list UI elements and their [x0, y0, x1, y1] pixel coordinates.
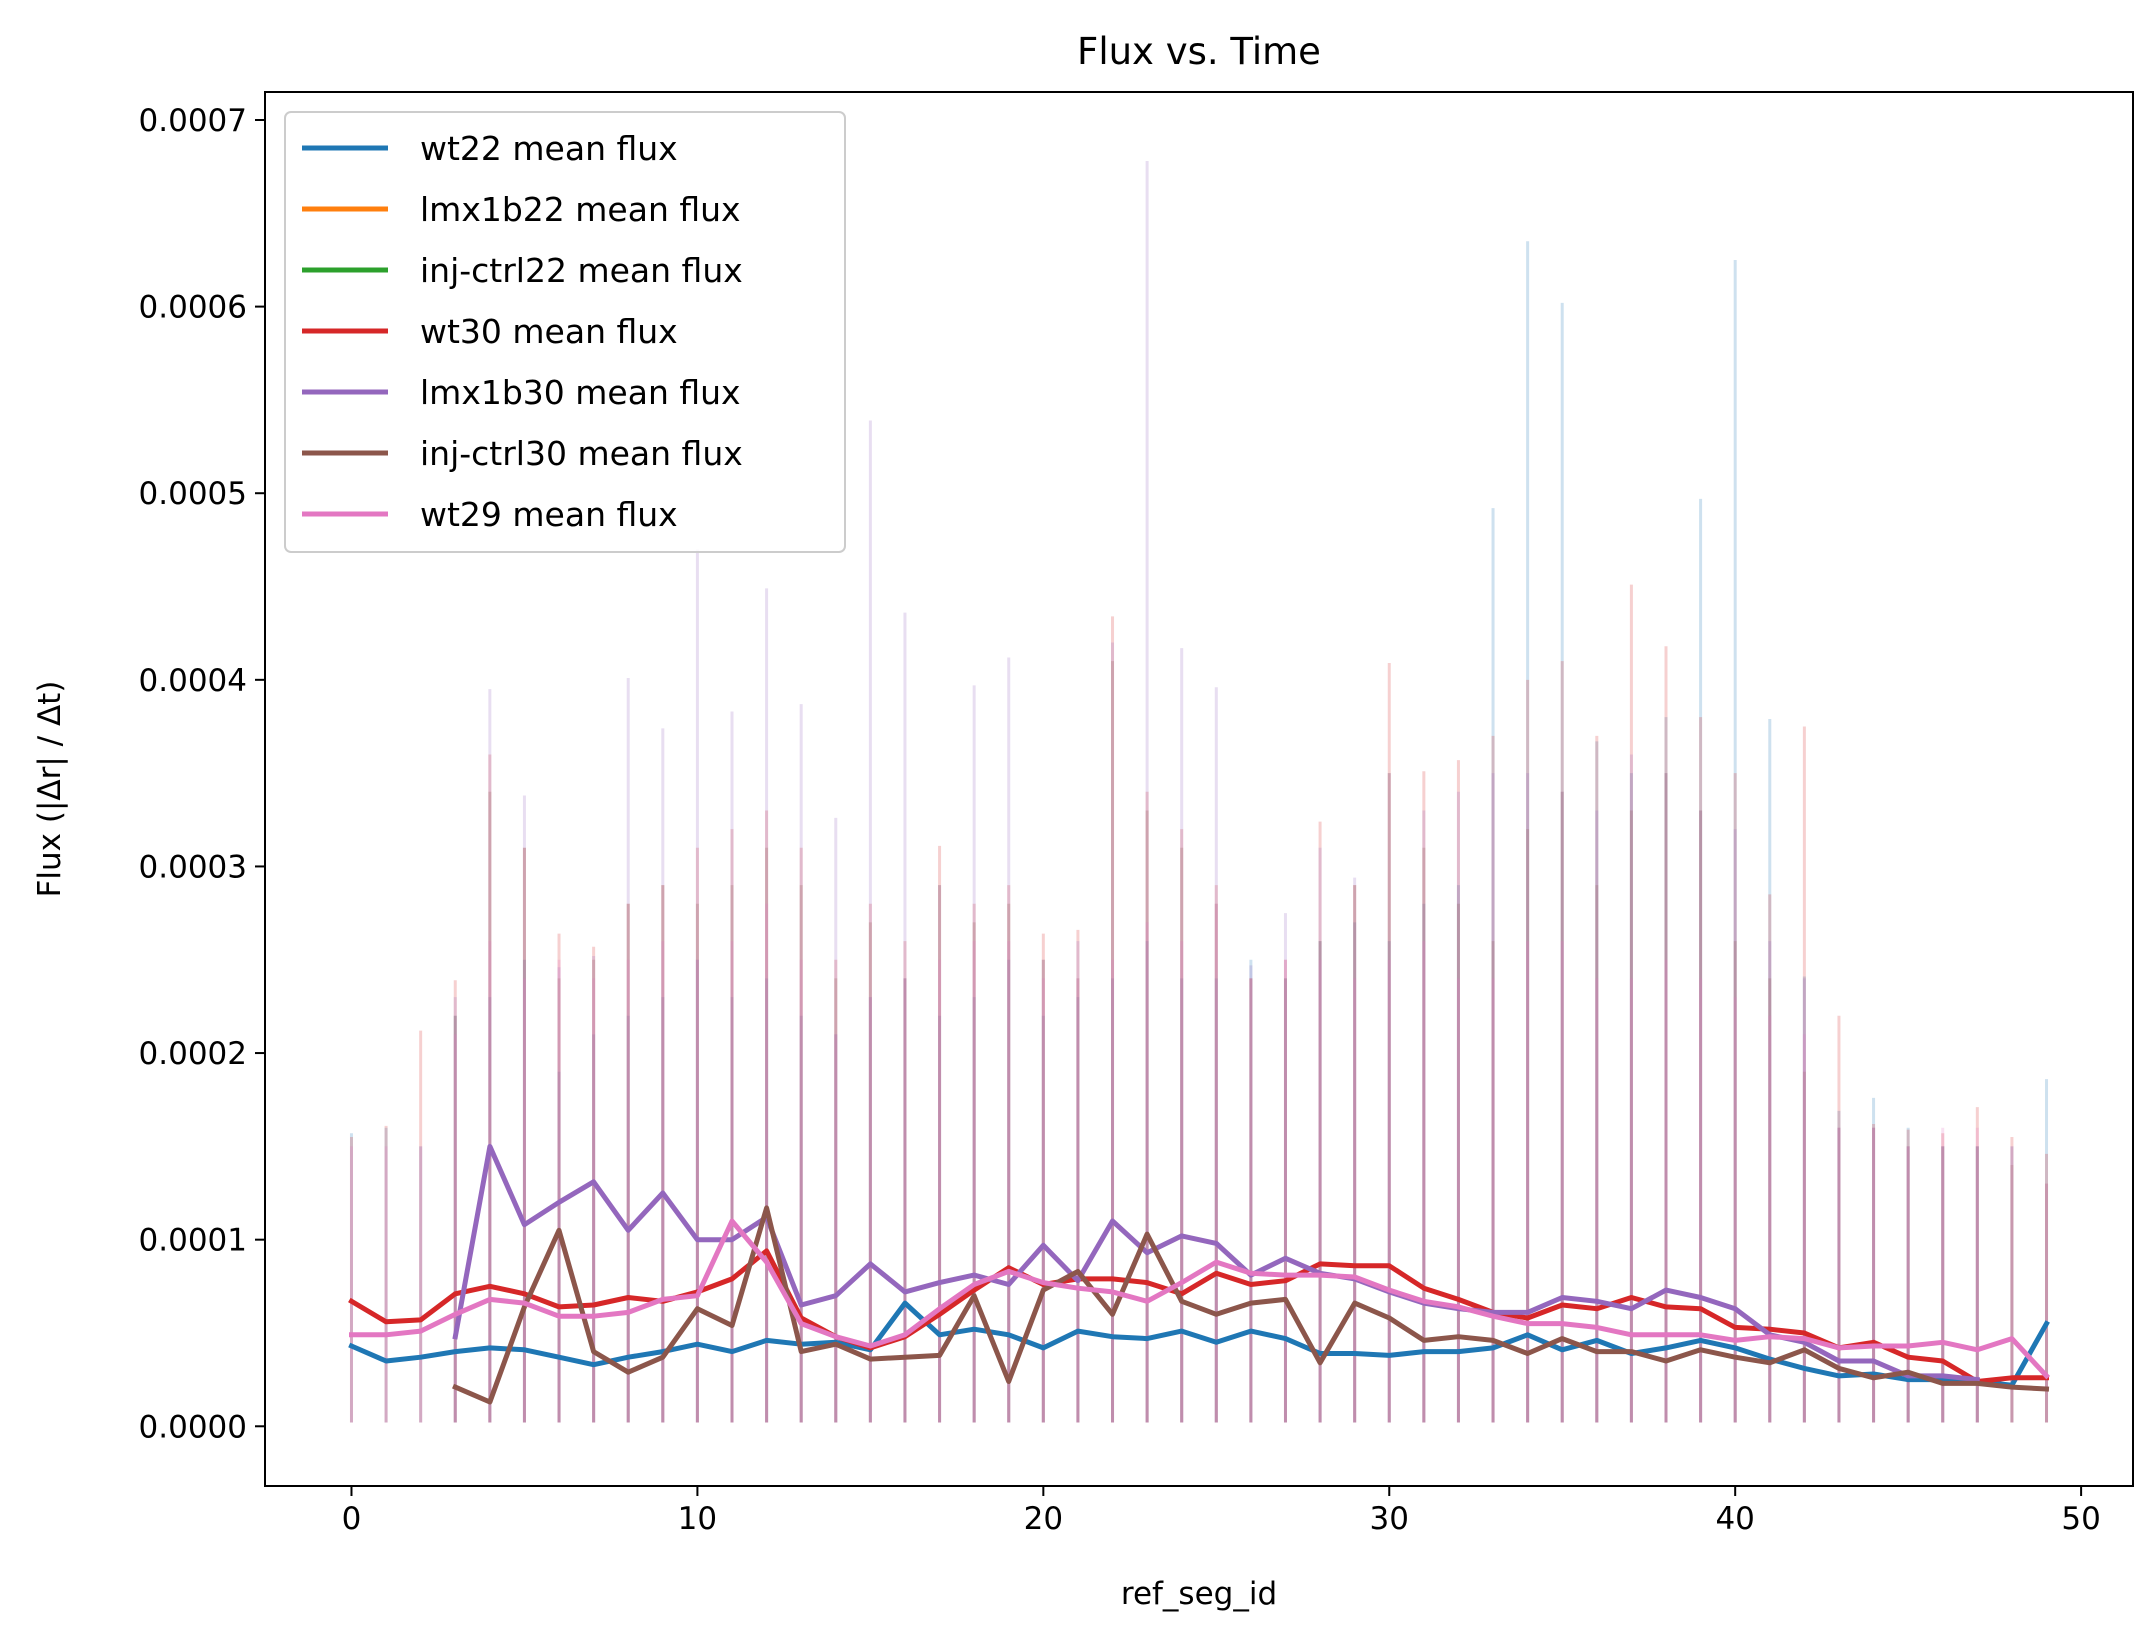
legend-label: lmx1b22 mean flux: [420, 190, 741, 229]
y-tick-label: 0.0003: [139, 849, 247, 885]
legend-label: inj-ctrl22 mean flux: [420, 251, 743, 290]
legend-box: [284, 111, 846, 553]
y-tick-label: 0.0004: [139, 663, 247, 699]
legend-label: inj-ctrl30 mean flux: [420, 434, 743, 473]
x-axis-title: ref_seg_id: [1121, 1576, 1277, 1612]
series-line: [452, 1205, 2050, 1405]
x-tick-label: 50: [2061, 1501, 2100, 1537]
y-tick-label: 0.0005: [139, 476, 247, 512]
series-line: [348, 1300, 2050, 1388]
y-tick-label: 0.0007: [139, 103, 247, 139]
legend-label: wt29 mean flux: [420, 495, 678, 534]
x-tick-label: 0: [342, 1501, 362, 1537]
y-tick-label: 0.0002: [139, 1036, 247, 1072]
x-tick-label: 20: [1024, 1501, 1063, 1537]
x-tick-label: 30: [1370, 1501, 1409, 1537]
plot-area-frame: [264, 91, 2134, 1487]
series-line: [349, 1218, 2051, 1380]
x-axis-ticks: 0 10 20 30 40 50: [342, 1486, 2101, 1537]
series-line: [452, 1143, 1981, 1383]
y-tick-label: 0.0001: [139, 1223, 247, 1259]
error-bars-layer: [349, 161, 2049, 1423]
legend-label: wt22 mean flux: [420, 129, 678, 168]
y-axis-title: Flux (|Δr| / Δt): [32, 681, 68, 898]
series-lines-layer: [348, 1143, 2051, 1405]
y-tick-label: 0.0006: [139, 290, 247, 326]
x-tick-label: 40: [1715, 1501, 1754, 1537]
legend-label: lmx1b30 mean flux: [420, 373, 741, 412]
x-tick-label: 10: [678, 1501, 717, 1537]
legend: wt22 mean flux lmx1b22 mean flux inj-ctrl2…: [284, 111, 846, 553]
legend-label: wt30 mean flux: [420, 312, 678, 351]
y-tick-label: 0.0000: [139, 1409, 247, 1445]
chart-title: Flux vs. Time: [1077, 30, 1321, 73]
y-axis-ticks: 0.0000 0.0001 0.0002 0.0003 0.0004 0.0005 0.00…: [139, 103, 265, 1445]
